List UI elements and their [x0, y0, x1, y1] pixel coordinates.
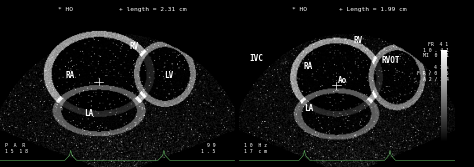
Text: 1 0  H z
1 7  c m: 1 0 H z 1 7 c m	[244, 143, 267, 154]
Text: RA: RA	[304, 62, 313, 71]
Text: LA: LA	[304, 104, 313, 113]
Text: + Length = 1.99 cm: + Length = 1.99 cm	[339, 7, 407, 12]
Text: * HO: * HO	[58, 7, 73, 12]
Text: Ao: Ao	[338, 76, 347, 85]
Text: RVOT: RVOT	[381, 56, 400, 65]
Text: * HO: * HO	[292, 7, 307, 12]
Text: RV: RV	[353, 36, 363, 45]
Text: RA: RA	[66, 71, 75, 80]
Text: P  A  R
1 5  1 8: P A R 1 5 1 8	[5, 143, 27, 154]
Text: LA: LA	[84, 109, 94, 118]
Text: FR  4 1
1 0 . 4 1
MI  0 . 1

4 1 %
F R / 0 . 5
A 2 / 2 4: FR 4 1 1 0 . 4 1 MI 0 . 1 4 1 % F R / 0 …	[417, 42, 448, 81]
Text: 9 9
1 . 5: 9 9 1 . 5	[201, 143, 216, 154]
Text: RV: RV	[129, 42, 138, 51]
Text: LV: LV	[164, 71, 173, 80]
Text: + length = 2.31 cm: + length = 2.31 cm	[119, 7, 186, 12]
Text: IVC: IVC	[250, 54, 264, 63]
